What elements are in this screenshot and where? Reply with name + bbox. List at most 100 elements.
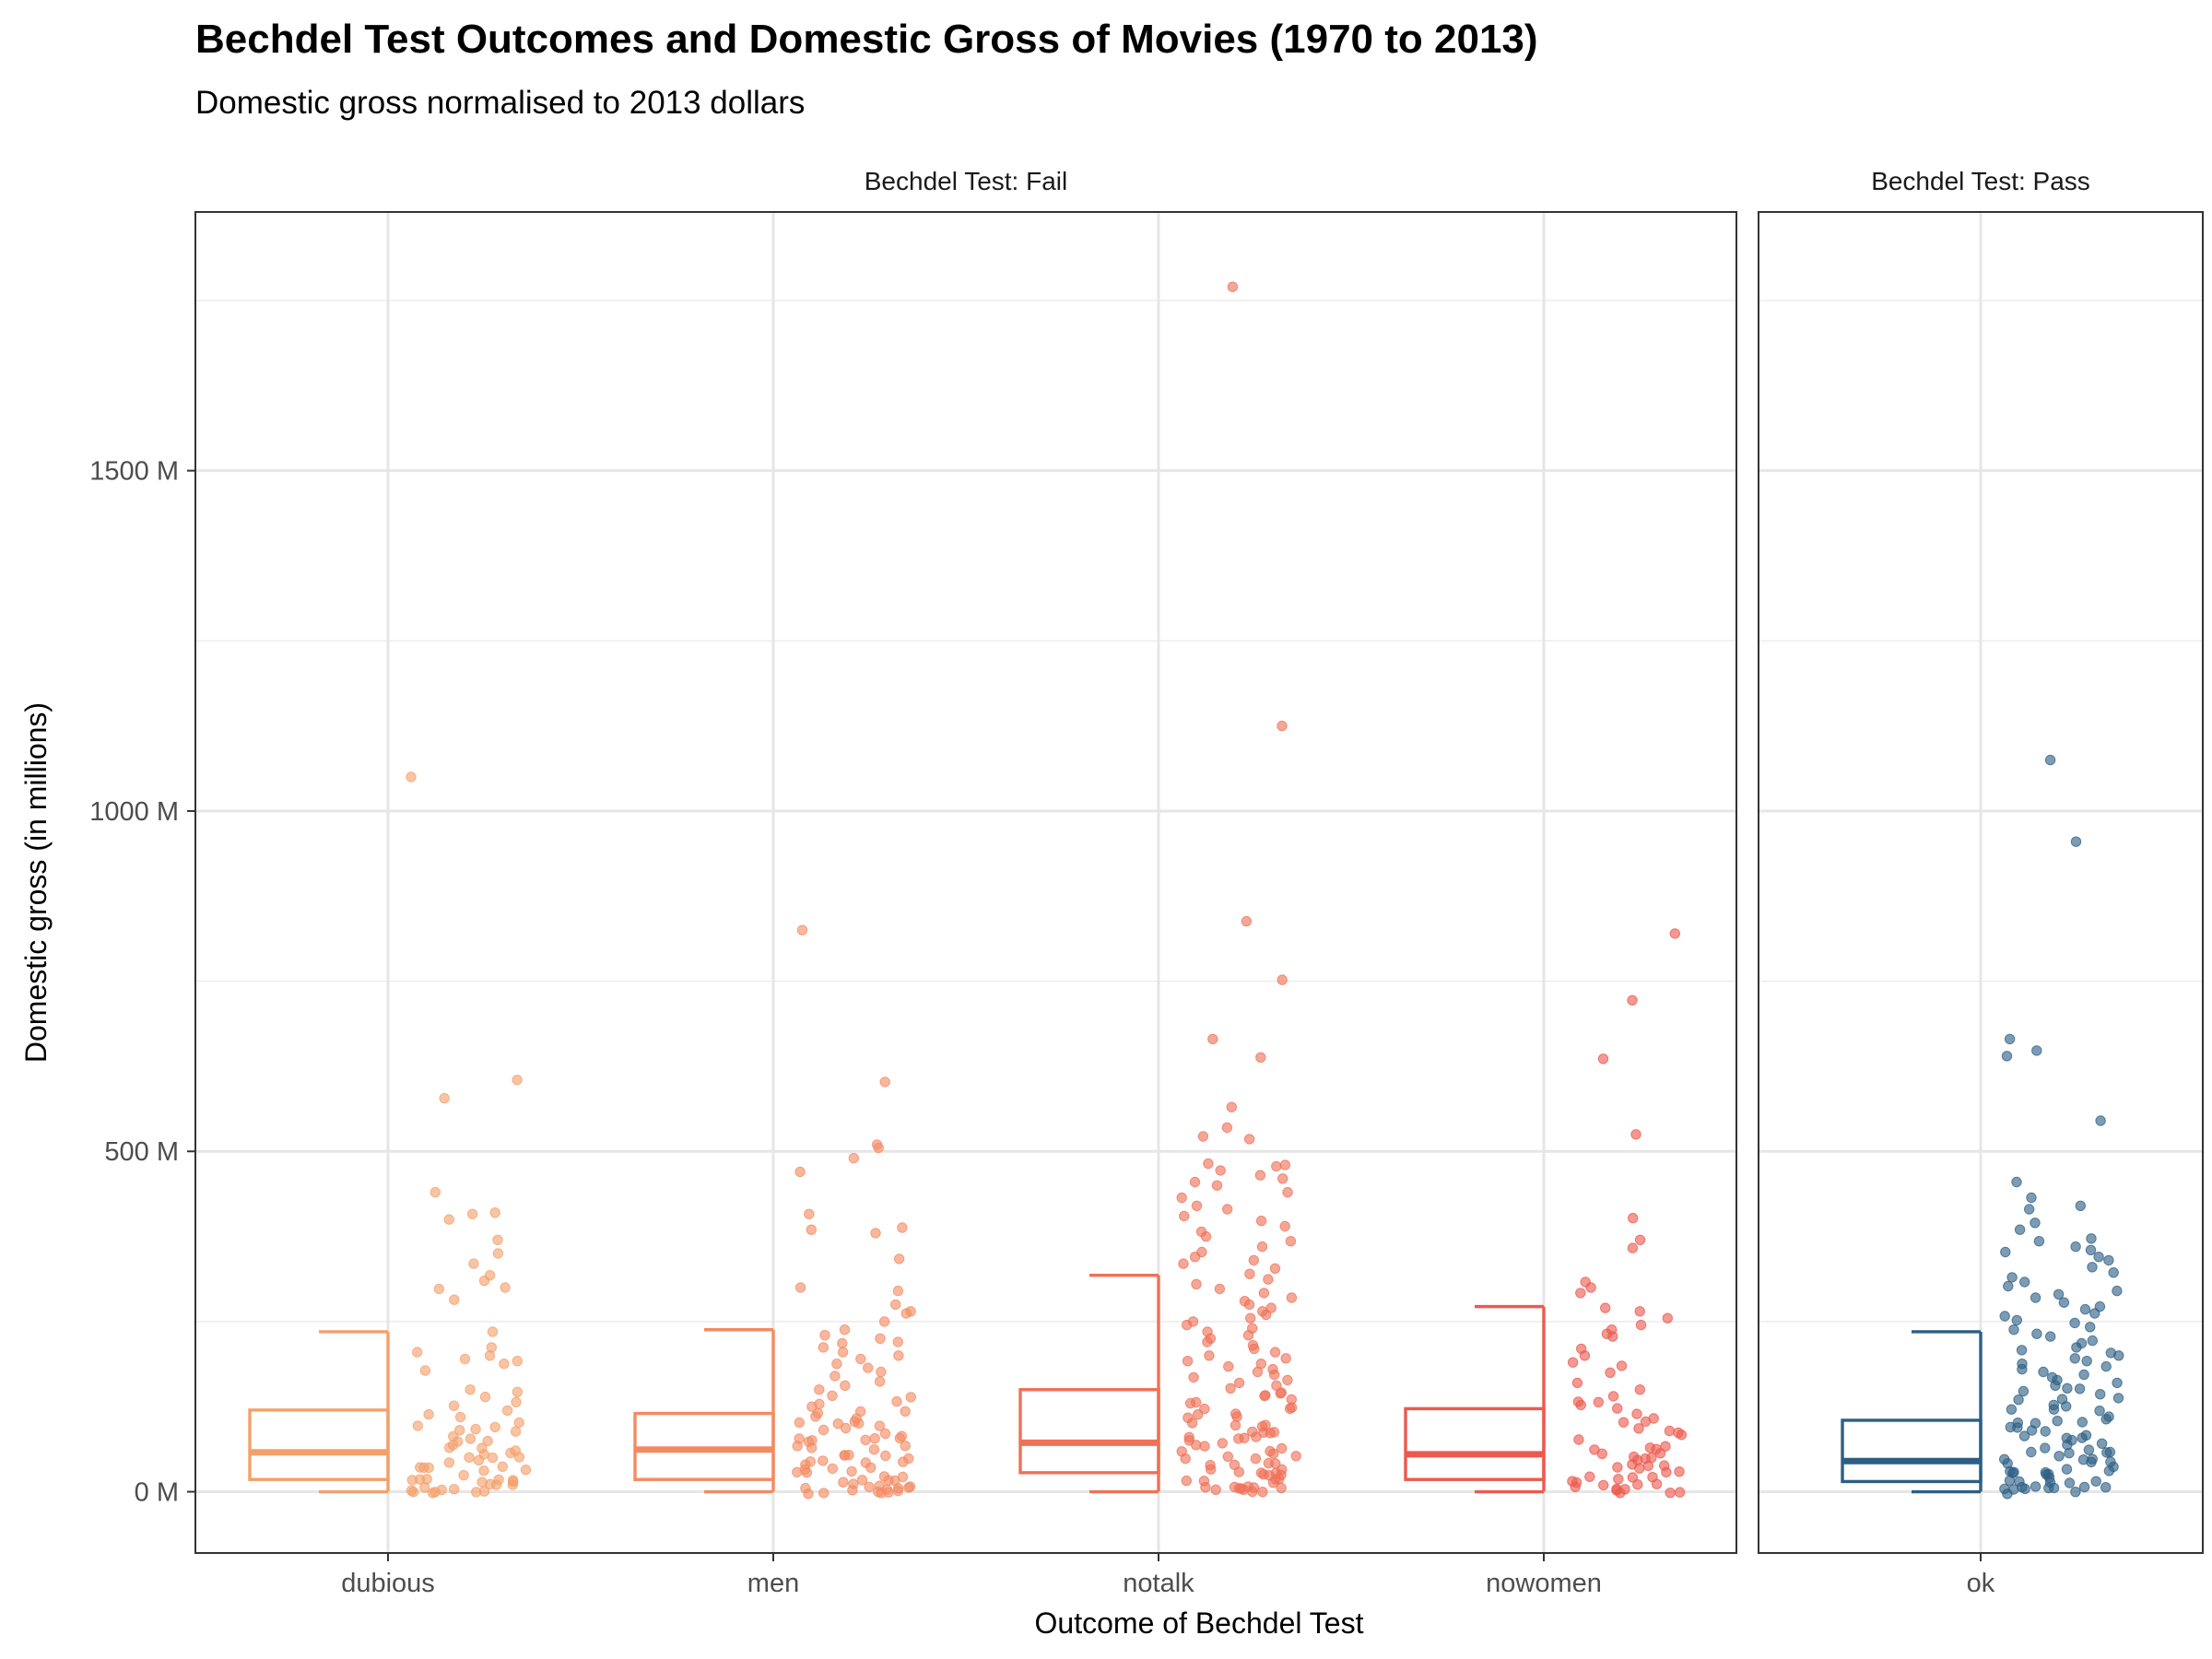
grid-lines	[195, 212, 2203, 1553]
data-point	[1570, 1481, 1581, 1493]
data-point	[1632, 1479, 1643, 1490]
data-point	[449, 1484, 460, 1495]
data-point	[2096, 1438, 2108, 1450]
data-point	[1248, 1254, 1260, 1266]
data-point	[839, 1450, 850, 1461]
data-point	[864, 1481, 875, 1493]
data-point	[1241, 915, 1253, 927]
data-point	[2006, 1404, 2018, 1415]
data-point	[853, 1418, 865, 1430]
data-point	[865, 1462, 877, 1474]
data-point	[2026, 1425, 2038, 1436]
data-point	[874, 1420, 886, 1431]
data-point	[482, 1435, 493, 1447]
data-point	[1233, 1433, 1244, 1444]
data-point	[510, 1426, 522, 1437]
data-point	[2100, 1360, 2112, 1372]
data-point	[512, 1356, 523, 1367]
data-point	[2030, 1481, 2041, 1492]
data-point	[1627, 1242, 1639, 1253]
data-point	[894, 1432, 905, 1444]
data-point	[2018, 1385, 2030, 1397]
data-point	[2017, 1363, 2028, 1375]
data-point	[1635, 1319, 1647, 1331]
data-point	[2011, 1314, 2023, 1326]
data-point	[1255, 1215, 1267, 1227]
data-point	[429, 1186, 441, 1198]
data-point	[839, 1324, 851, 1335]
data-point	[492, 1234, 503, 1246]
data-point	[803, 1488, 814, 1500]
data-point	[1634, 1384, 1646, 1395]
data-point	[497, 1461, 508, 1473]
data-point	[1616, 1360, 1628, 1371]
data-point	[2070, 1241, 2081, 1253]
data-point	[1600, 1302, 1611, 1313]
data-point	[1665, 1488, 1676, 1499]
data-point	[892, 1336, 903, 1347]
data-point	[848, 1152, 859, 1164]
data-point	[1197, 1131, 1209, 1142]
data-point	[2064, 1447, 2075, 1459]
data-point	[2026, 1446, 2037, 1458]
data-point	[1277, 720, 1288, 732]
data-point	[2018, 1430, 2030, 1441]
data-point	[1596, 1448, 1608, 1460]
data-point	[2064, 1477, 2076, 1488]
data-point	[2074, 1383, 2086, 1394]
data-point	[2006, 1272, 2018, 1283]
data-point	[2083, 1444, 2095, 1455]
data-point	[2108, 1267, 2119, 1278]
data-point	[1202, 1336, 1213, 1347]
data-point	[818, 1342, 829, 1353]
data-point	[840, 1380, 851, 1392]
data-point	[1243, 1299, 1255, 1311]
data-point	[458, 1469, 469, 1481]
data-point	[443, 1442, 455, 1453]
data-point	[1230, 1419, 1241, 1431]
data-point	[879, 1077, 890, 1088]
data-point	[473, 1454, 485, 1466]
data-point	[485, 1478, 496, 1490]
data-point	[2048, 1404, 2060, 1415]
data-point	[1664, 1425, 1676, 1437]
boxplot-men	[633, 1328, 775, 1494]
data-point	[1669, 928, 1681, 939]
data-point	[1267, 1448, 1279, 1459]
data-point	[870, 1228, 881, 1239]
data-point	[433, 1283, 444, 1295]
data-point	[2012, 1422, 2023, 1433]
data-point	[505, 1447, 516, 1459]
data-point	[2045, 1331, 2056, 1342]
data-point	[487, 1452, 499, 1464]
data-point	[1182, 1356, 1194, 1367]
data-point	[1618, 1417, 1630, 1428]
data-point	[794, 1282, 806, 1293]
data-point	[2053, 1451, 2065, 1462]
data-point	[489, 1207, 500, 1218]
data-point	[2004, 1475, 2016, 1487]
data-point	[1188, 1371, 1199, 1383]
x-tick-label: dubious	[341, 1569, 435, 1598]
data-point	[512, 1075, 523, 1086]
data-point	[406, 771, 417, 782]
data-point	[2069, 1317, 2080, 1329]
data-point	[2095, 1115, 2106, 1126]
data-point	[464, 1452, 475, 1464]
data-point	[2016, 1345, 2028, 1356]
data-point	[869, 1433, 880, 1444]
data-point	[429, 1487, 441, 1498]
data-point	[1200, 1482, 1211, 1493]
data-point	[1268, 1369, 1280, 1381]
boxplot-notalk	[1018, 1273, 1160, 1494]
data-point	[500, 1282, 511, 1293]
data-point	[1231, 1411, 1242, 1422]
y-tick-label: 500 M	[104, 1137, 179, 1167]
y-tick-label: 0 M	[135, 1478, 179, 1508]
data-point	[1199, 1403, 1210, 1415]
data-point	[499, 1359, 510, 1370]
facet-strip-label: Bechdel Test: Fail	[865, 167, 1068, 195]
data-point	[879, 1428, 891, 1440]
data-point	[465, 1433, 477, 1444]
